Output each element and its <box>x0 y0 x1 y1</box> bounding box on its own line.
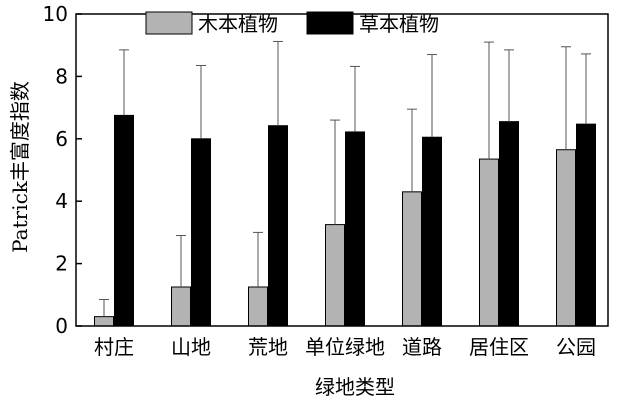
y-tick-label: 2 <box>55 252 68 276</box>
x-category-label: 公园 <box>556 335 596 359</box>
x-category-label: 居住区 <box>469 335 529 359</box>
bar-woody <box>171 286 191 327</box>
bar-woody <box>402 191 422 327</box>
y-tick-label: 6 <box>55 127 68 151</box>
bar-herb <box>268 125 288 327</box>
bars-layer <box>94 114 596 327</box>
legend: 木本植物 草本植物 <box>145 11 439 36</box>
x-category-label: 道路 <box>402 335 442 359</box>
y-ticks-layer: 0 2 4 6 8 10 <box>43 2 82 338</box>
bar-woody <box>556 149 576 327</box>
bar-herb <box>114 114 134 327</box>
bar-herb <box>499 121 519 327</box>
bar-woody <box>325 224 345 327</box>
bar-herb <box>576 123 596 327</box>
bar-woody <box>479 158 499 327</box>
legend-label-herb: 草本植物 <box>359 12 439 36</box>
error-bars-layer <box>99 40 591 317</box>
legend-label-woody: 木本植物 <box>198 12 278 36</box>
x-category-label: 山地 <box>171 335 211 359</box>
x-category-label: 单位绿地 <box>305 335 385 359</box>
bar-herb <box>422 136 442 327</box>
legend-swatch-woody <box>145 11 193 35</box>
y-tick-label: 4 <box>55 189 68 213</box>
legend-swatch-herb <box>306 11 354 35</box>
x-category-labels: 村庄 山地 荒地 单位绿地 道路 居住区 公园 <box>94 320 596 359</box>
x-category-label: 荒地 <box>248 335 288 359</box>
bar-woody <box>248 286 268 327</box>
x-category-label: 村庄 <box>94 335 134 359</box>
bar-woody <box>94 316 114 327</box>
y-axis-title: Patrick丰富度指数 <box>8 81 32 253</box>
y-tick-label: 8 <box>55 64 68 88</box>
bar-herb <box>191 138 211 327</box>
x-axis-title: 绿地类型 <box>315 375 395 399</box>
y-tick-label: 10 <box>43 2 68 26</box>
bar-herb <box>345 131 365 327</box>
y-tick-label: 0 <box>55 314 68 338</box>
